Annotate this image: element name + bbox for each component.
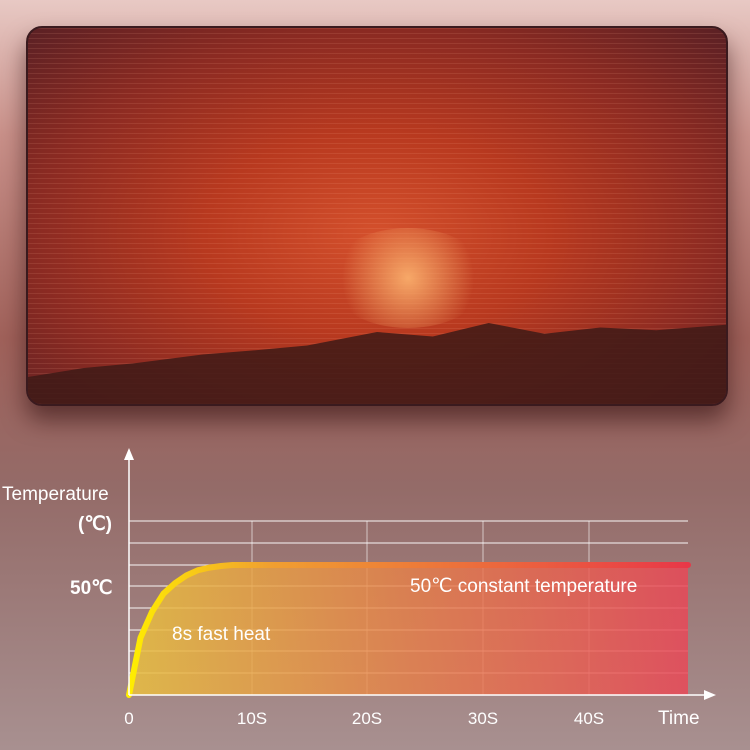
x-tick-label: 40S [574, 709, 604, 728]
y-axis-unit: (℃) [78, 514, 112, 535]
milky-way-glow [328, 228, 488, 328]
x-axis-arrow [704, 690, 716, 700]
y-axis-label: Temperature [2, 484, 109, 505]
x-tick-label: 0 [124, 709, 133, 728]
x-tick-label: 20S [352, 709, 382, 728]
fast-heat-annotation: 8s fast heat [172, 624, 271, 645]
y-tick-label: 50℃ [70, 578, 112, 599]
area-fill [129, 565, 688, 695]
constant-temp-annotation: 50℃ constant temperature [410, 576, 637, 597]
heating-pad-photo [26, 26, 728, 406]
x-tick-label: 30S [468, 709, 498, 728]
x-tick-label: 10S [237, 709, 267, 728]
y-axis-arrow [124, 448, 134, 460]
temperature-curve [126, 562, 691, 698]
x-axis-label: Time [658, 708, 700, 729]
